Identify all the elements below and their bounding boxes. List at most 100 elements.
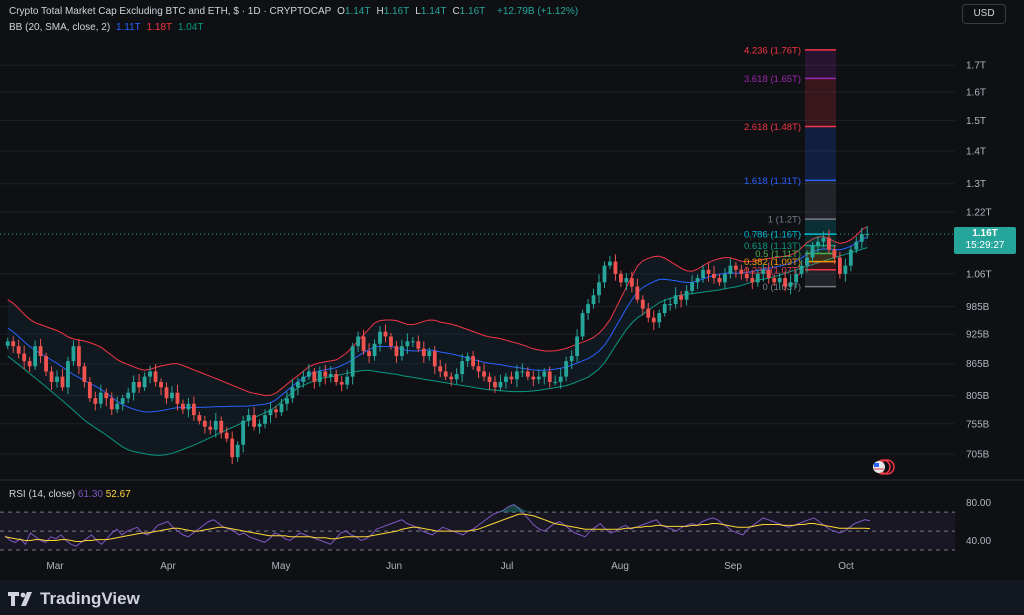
bollinger-bands	[7, 226, 868, 456]
bb-upper-value: 1.18T	[146, 22, 173, 33]
price-chart[interactable]: 4.236 (1.76T) 3.618 (1.65T) 2.618 (1.48T) 1…	[0, 0, 1024, 580]
candle	[378, 325, 382, 352]
candle-body	[843, 265, 848, 274]
rsi-legend[interactable]: RSI (14, close) 61.30 52.67	[9, 489, 131, 500]
candle-body	[635, 286, 640, 300]
fib-zone	[805, 49, 836, 79]
candle	[175, 384, 180, 411]
candle	[454, 368, 459, 384]
candle-body	[799, 265, 804, 274]
candle	[159, 378, 163, 396]
candle-body	[827, 237, 831, 250]
currency-button[interactable]: USD	[962, 4, 1006, 24]
candle	[640, 295, 645, 316]
bb-legend[interactable]: BB (20, SMA, close, 2) 1.11T 1.18T 1.04T	[9, 22, 207, 33]
candle	[279, 398, 284, 416]
candle-body	[695, 278, 700, 283]
candle-body	[848, 249, 853, 266]
footer	[0, 580, 1024, 615]
candle-body	[11, 341, 16, 347]
fib-zone	[805, 78, 836, 127]
ohlc-value: 1.14T	[344, 6, 371, 17]
candle-body	[49, 371, 54, 382]
candle-body	[241, 420, 246, 445]
candle	[542, 367, 547, 385]
candle-body	[120, 398, 125, 404]
candle	[76, 338, 81, 375]
candle-body	[268, 409, 273, 416]
flag-icon[interactable]	[870, 459, 898, 475]
candle	[810, 242, 815, 263]
candle	[312, 367, 317, 389]
rsi-label: RSI (14, close)	[9, 489, 76, 500]
candle	[531, 370, 536, 387]
candle	[16, 339, 21, 359]
candle-body	[22, 353, 27, 362]
candle	[345, 369, 350, 390]
price-tick-label: 985B	[966, 302, 990, 313]
candle-body	[427, 351, 432, 357]
candle-body	[410, 341, 415, 343]
candle-body	[115, 403, 120, 410]
candle	[432, 346, 437, 375]
candle-body	[312, 371, 317, 382]
time-tick-label: Oct	[838, 561, 854, 572]
candle-body	[640, 299, 645, 309]
candle	[591, 288, 596, 309]
candle	[536, 369, 541, 384]
candle-body	[191, 403, 196, 416]
time-tick-label: Apr	[160, 561, 176, 572]
ohlc-key: L	[415, 6, 421, 17]
price-tick-label: 1.3T	[966, 179, 986, 190]
candle-body	[252, 415, 257, 427]
fib-level-label: 1 (1.2T)	[768, 215, 801, 226]
candle-body	[383, 331, 388, 337]
fib-level-label: 0.5 (1.11T)	[755, 249, 801, 260]
chart-frame	[0, 0, 1024, 580]
candle	[777, 273, 782, 290]
ohlc-h: H1.16T	[376, 6, 412, 17]
candle	[575, 329, 580, 362]
candle	[788, 274, 793, 295]
ohlc-value: 1.16T	[459, 6, 486, 17]
ohlc-key: H	[376, 6, 384, 17]
candle	[350, 342, 355, 385]
tradingview-logo[interactable]: TradingView	[8, 589, 140, 609]
candle-body	[832, 249, 837, 258]
candle	[618, 270, 623, 287]
grid	[0, 64, 955, 455]
candle-body	[224, 432, 229, 439]
fib-zone	[805, 234, 836, 246]
candle	[476, 359, 481, 379]
rsi-overbought-fill	[498, 504, 530, 513]
candle-body	[235, 444, 240, 458]
fib-level-label: 0 (1.03T)	[762, 282, 801, 293]
candle-body	[783, 278, 788, 287]
fib-zone	[805, 261, 836, 270]
candle-body	[536, 376, 541, 380]
symbol-legend[interactable]: Crypto Total Market Cap Excluding BTC an…	[9, 6, 581, 17]
candle-body	[44, 356, 48, 372]
candle-body	[181, 403, 185, 410]
candle	[547, 366, 552, 388]
price-tick-label: 805B	[966, 391, 990, 402]
candle-body	[170, 392, 174, 399]
candle	[602, 261, 607, 289]
fib-level-label: 4.236 (1.76T)	[744, 45, 801, 56]
candle-body	[339, 381, 344, 385]
candle	[695, 274, 700, 290]
ohlc-c: C1.16T	[452, 6, 488, 17]
change-value: +12.79B (+1.12%)	[497, 6, 579, 17]
ohlc-key: C	[452, 6, 460, 17]
candle-body	[854, 241, 859, 250]
current-price-value: 1.16T	[972, 228, 998, 239]
candle	[399, 339, 404, 361]
candle	[115, 396, 120, 413]
fib-level-label: 2.618 (1.48T)	[744, 122, 801, 133]
candle-body	[350, 346, 355, 377]
candle	[235, 441, 240, 462]
candle	[854, 236, 859, 254]
candle	[706, 263, 711, 282]
candle-body	[514, 371, 519, 380]
candle-body	[608, 261, 612, 266]
